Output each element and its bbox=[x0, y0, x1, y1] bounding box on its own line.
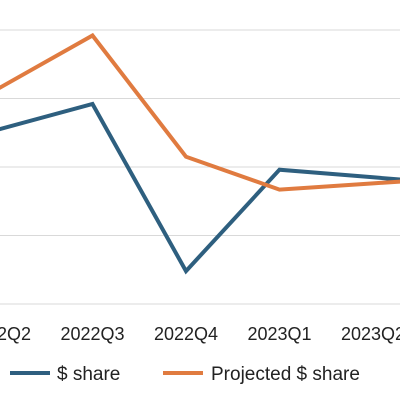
legend-item-share: $ share bbox=[10, 364, 120, 385]
legend-label: $ share bbox=[57, 364, 120, 385]
legend: $ share Projected $ share bbox=[10, 364, 360, 385]
series-line-share bbox=[0, 101, 400, 275]
x-tick-label: 2022Q3 bbox=[60, 324, 124, 344]
x-tick-label: 2022Q4 bbox=[154, 324, 218, 344]
x-tick-label: 2023Q2 bbox=[341, 324, 400, 344]
gridlines bbox=[0, 29, 400, 305]
x-axis-tick-labels: 2022Q2 2022Q3 2022Q4 2023Q1 2023Q2 bbox=[0, 324, 400, 344]
legend-label: Projected $ share bbox=[211, 364, 360, 385]
series-lines bbox=[0, 32, 400, 275]
x-tick-label: 2023Q1 bbox=[247, 324, 311, 344]
series-line-projected-share bbox=[0, 32, 400, 192]
legend-item-projected-share: Projected $ share bbox=[163, 364, 360, 385]
x-tick-label: 2022Q2 bbox=[0, 324, 31, 344]
